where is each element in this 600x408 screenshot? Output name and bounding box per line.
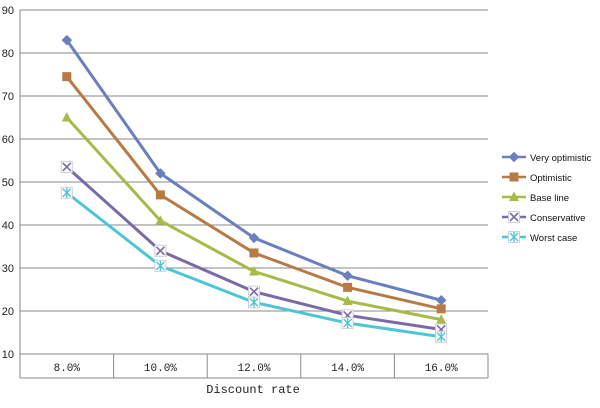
legend-item: Optimistic [502,172,572,184]
y-tick-label: 60 [2,134,14,146]
data-point [62,72,72,82]
legend-label: Conservative [530,213,585,224]
y-tick-label: 40 [2,220,14,232]
legend-item: Base line [502,191,569,204]
y-tick-label: 80 [2,48,14,60]
x-tick-label: 8.0% [54,363,81,375]
data-point [248,285,260,298]
legend-marker [509,172,519,182]
x-tick-label: 16.0% [425,363,458,375]
data-point [249,265,259,276]
data-point [436,304,446,314]
y-tick-label: 50 [2,177,14,189]
series-line-worst-case [65,191,442,339]
data-point [436,314,447,324]
legend-marker [508,211,520,223]
legend-item: Very optimistic [502,151,591,164]
data-point [248,232,260,244]
legend-item: Conservative [502,211,585,224]
legend: Very optimistic Optimistic Base line Conser… [502,151,591,244]
data-point [341,317,354,330]
marker-stroke [509,212,519,222]
data-point [61,34,73,46]
y-tick-label: 20 [2,306,14,318]
x-axis-title: Discount rate [206,383,300,397]
data-point [435,330,448,343]
data-point [342,295,353,306]
data-point [154,259,167,272]
legend-label: Very optimistic [530,153,591,164]
y-tick-label: 70 [2,91,14,103]
x-tick-label: 12.0% [237,363,270,375]
y-tick-label: 90 [2,5,14,17]
series-lines [60,34,448,343]
y-tick-label: 10 [2,349,14,361]
series-line-very-optimistic [65,39,442,302]
data-point [155,190,165,200]
marker-stroke [155,246,165,256]
data-point [435,294,447,306]
data-point [60,160,73,173]
data-point [61,112,72,122]
data-point [60,186,73,199]
legend-label: Worst case [530,233,577,244]
x-tick-label: 10.0% [144,363,177,375]
legend-marker [509,191,519,201]
data-point [154,244,167,257]
marker-stroke [249,287,259,297]
x-tick-label: 14.0% [331,363,364,375]
legend-label: Optimistic [530,173,572,184]
gridlines [20,9,488,355]
legend-marker [508,151,520,163]
data-point [249,248,259,258]
data-point [155,168,166,179]
marker-stroke [62,162,72,172]
data-point [343,282,353,292]
axes: 10 20 30 40 50 60 70 80 90 8.0% 10.0% 12.0% 14.0% 16.… [2,5,489,379]
data-point [155,215,166,225]
data-point [342,270,353,282]
legend-label: Base line [530,193,569,204]
y-tick-label: 30 [2,263,14,275]
legend-marker [508,231,520,243]
data-point [248,296,260,309]
legend-item: Worst case [502,231,577,244]
